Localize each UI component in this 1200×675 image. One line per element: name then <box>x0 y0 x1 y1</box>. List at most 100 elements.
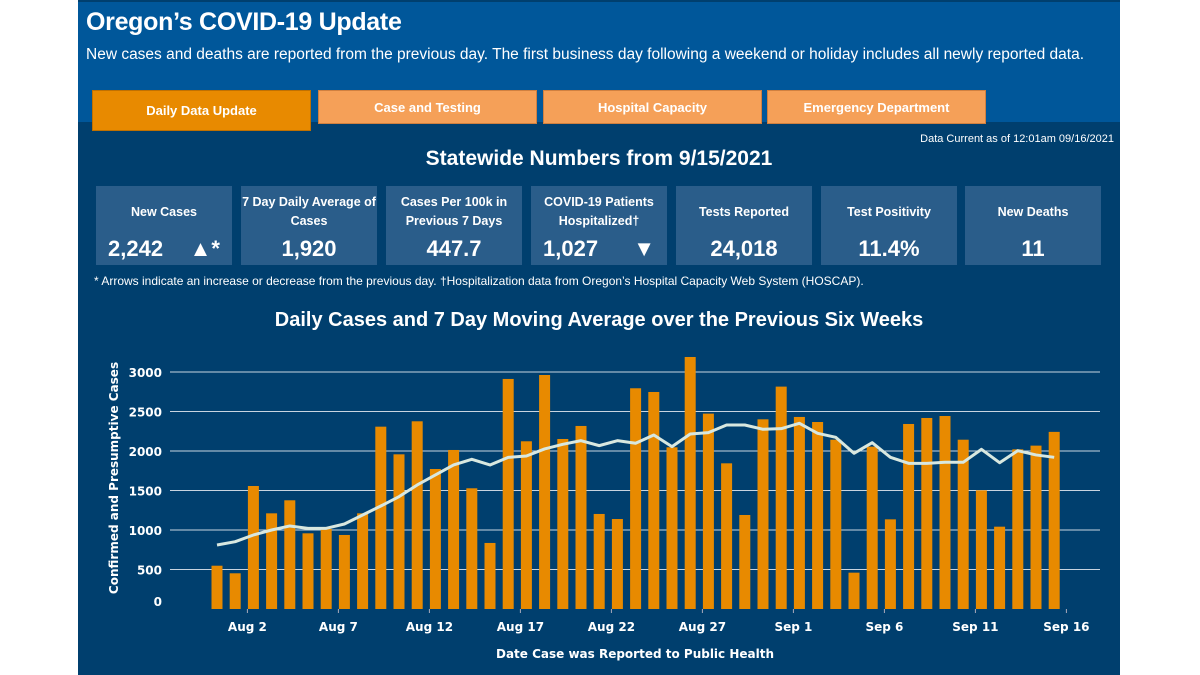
y-tick-label: 1000 <box>129 524 162 538</box>
bar <box>975 490 987 609</box>
card-value: 447.7 <box>426 236 482 261</box>
card-new-deaths: New Deaths 11 <box>965 186 1101 265</box>
y-tick-label: 500 <box>137 564 162 578</box>
footnote: * Arrows indicate an increase or decreas… <box>94 274 864 288</box>
bar <box>739 514 751 609</box>
card-cases-per-100k: Cases Per 100k in Previous 7 Days 447.7 <box>386 186 522 265</box>
bar <box>957 439 969 609</box>
bar <box>466 488 478 609</box>
bar <box>229 573 241 609</box>
tab-case-and-testing[interactable]: Case and Testing <box>318 90 537 124</box>
bar <box>793 416 805 609</box>
card-label: New Cases <box>130 204 197 219</box>
card-label: 7 Day Daily Average of Cases <box>242 195 376 228</box>
card-value: 1,027 <box>543 236 599 261</box>
chart-title: Daily Cases and 7 Day Moving Average ove… <box>274 309 924 331</box>
bar <box>539 375 551 609</box>
y-tick-label: 0 <box>154 595 162 609</box>
bar <box>921 417 933 609</box>
y-tick-label: 1500 <box>129 485 162 499</box>
x-axis-label: Date Case was Reported to Public Health <box>496 647 774 661</box>
bar <box>721 463 733 609</box>
card-new-cases: New Cases 2,242 ▲* <box>96 186 232 265</box>
bar <box>812 422 824 609</box>
card-label: Tests Reported <box>698 204 790 219</box>
card-value: 1,920 <box>281 236 337 261</box>
page-title: Oregon’s COVID-19 Update <box>86 8 402 36</box>
bar <box>247 485 259 609</box>
card-tests-reported: Tests Reported 24,018 <box>676 186 812 265</box>
bar <box>557 438 569 609</box>
bar <box>903 423 915 609</box>
card-value: 11 <box>1021 236 1045 261</box>
tab-daily-data-update[interactable]: Daily Data Update <box>92 90 311 131</box>
bar <box>211 565 223 609</box>
x-tick-label: Sep 11 <box>952 620 998 634</box>
bar <box>866 446 878 609</box>
bar <box>502 378 514 609</box>
cases-chart: 0 500 1000 1500 2000 2500 3000 Aug 2 Aug 7 Aug 12… <box>107 356 1100 661</box>
bar <box>484 542 496 609</box>
bar <box>830 439 842 609</box>
y-tick-label: 2000 <box>129 445 162 459</box>
bar <box>648 391 660 609</box>
bar <box>429 469 441 609</box>
x-tick-label: Sep 1 <box>774 620 812 634</box>
x-tick-label: Aug 22 <box>588 620 635 634</box>
tab-hospital-capacity[interactable]: Hospital Capacity <box>543 90 762 124</box>
card-value: 2,242 <box>108 236 164 261</box>
card-test-positivity: Test Positivity 11.4% <box>821 186 957 265</box>
bar <box>1048 431 1060 609</box>
bar <box>630 388 642 609</box>
tab-emergency-department[interactable]: Emergency Department <box>767 90 986 124</box>
card-hospitalized: COVID-19 Patients Hospitalized† 1,027 ▼ <box>531 186 667 265</box>
x-tick-label: Sep 16 <box>1043 620 1089 634</box>
bar <box>320 528 332 609</box>
bar <box>775 386 787 609</box>
bar <box>684 356 696 609</box>
y-axis-label: Confirmed and Presumptive Cases <box>107 362 121 594</box>
x-tick-label: Sep 6 <box>865 620 903 634</box>
bar <box>411 421 423 609</box>
bar <box>1012 449 1024 609</box>
bar <box>357 513 369 609</box>
y-tick-label: 2500 <box>129 406 162 420</box>
card-label: COVID-19 Patients Hospitalized† <box>544 195 654 228</box>
bar <box>375 426 387 609</box>
bar <box>338 534 350 609</box>
bar <box>666 447 678 609</box>
arrow-up-icon: ▲* <box>189 236 220 261</box>
card-label: Cases Per 100k in Previous 7 Days <box>400 195 508 228</box>
bar <box>1030 445 1042 609</box>
bar <box>939 416 951 609</box>
x-tick-label: Aug 7 <box>319 620 358 634</box>
card-value: 11.4% <box>858 236 920 261</box>
bar <box>757 419 769 609</box>
bar <box>284 500 296 609</box>
bar <box>302 533 314 609</box>
x-tick-label: Aug 2 <box>228 620 267 634</box>
x-tick-label: Aug 12 <box>406 620 453 634</box>
dashboard: Oregon’s COVID-19 Update New cases and d… <box>78 0 1120 675</box>
x-tick-label: Aug 17 <box>497 620 544 634</box>
bar <box>702 413 714 609</box>
page-subtitle: New cases and deaths are reported from t… <box>86 46 1085 63</box>
bar <box>994 526 1006 609</box>
card-label: New Deaths <box>997 204 1069 219</box>
x-tick-label: Aug 27 <box>679 620 726 634</box>
bar <box>266 513 278 609</box>
bar <box>448 449 460 609</box>
data-current-timestamp: Data Current as of 12:01am 09/16/2021 <box>920 133 1114 145</box>
moving-average-line <box>216 421 1055 547</box>
arrow-down-icon: ▼ <box>633 236 655 261</box>
stats-title: Statewide Numbers from 9/15/2021 <box>425 147 773 170</box>
bar <box>848 572 860 609</box>
bar <box>520 441 532 609</box>
card-value: 24,018 <box>710 236 778 261</box>
bar <box>593 513 605 609</box>
bar <box>884 519 896 609</box>
card-label: Test Positivity <box>847 204 931 219</box>
bar <box>575 425 587 609</box>
bar <box>611 519 623 609</box>
card-7-day-average: 7 Day Daily Average of Cases 1,920 <box>241 186 377 265</box>
